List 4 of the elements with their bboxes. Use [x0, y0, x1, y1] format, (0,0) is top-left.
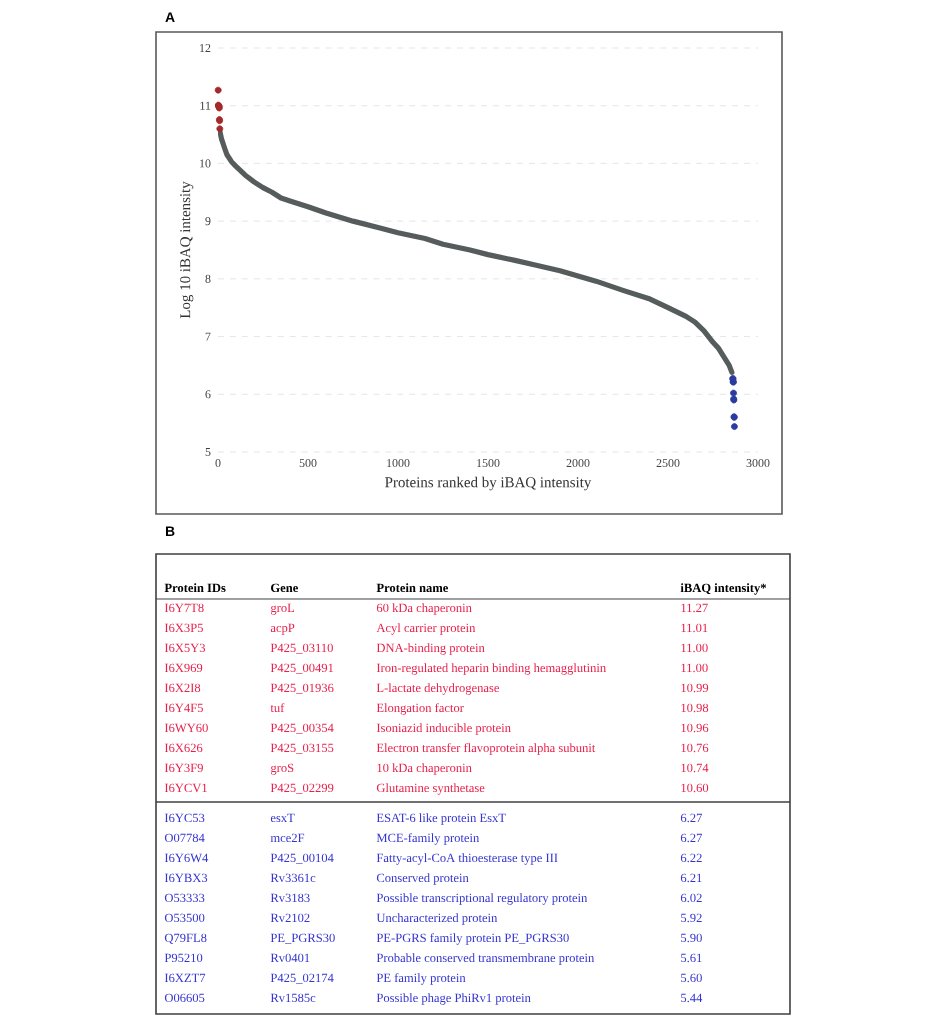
point	[216, 125, 224, 133]
point	[730, 389, 737, 397]
point	[214, 86, 222, 94]
point	[731, 423, 738, 430]
